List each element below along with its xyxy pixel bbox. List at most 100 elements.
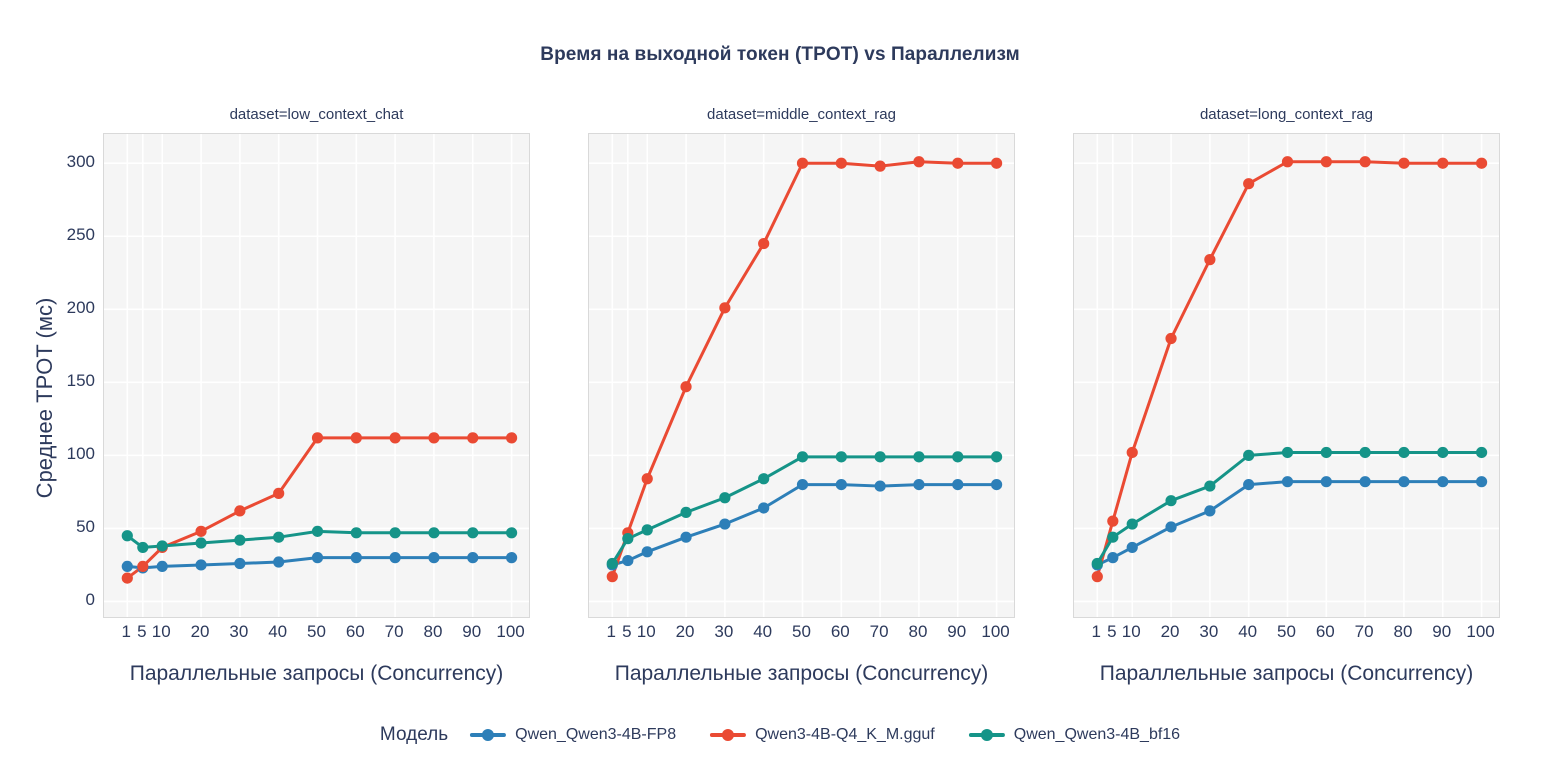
data-point	[1107, 515, 1119, 527]
x-tick-label: 60	[345, 622, 365, 641]
data-point	[913, 479, 925, 491]
x-tick-label: 100	[1466, 622, 1495, 641]
data-point	[273, 487, 285, 499]
chart-title: Время на выходной токен (TPOT) vs Паралл…	[540, 44, 1020, 65]
y-axis-tick-labels: 0 50 100 150 200 250 300	[23, 133, 95, 618]
plot-area	[103, 133, 530, 618]
x-tick-label: 20	[190, 622, 210, 641]
x-tick-label: 1	[121, 622, 132, 641]
data-point	[505, 552, 518, 564]
x-tick-label: 1	[606, 622, 617, 641]
x-tick-label: 5	[1107, 622, 1117, 641]
x-tick-label: 5	[137, 622, 147, 641]
y-tick-label: 200	[66, 298, 95, 318]
legend-entry[interactable]: Qwen_Qwen3-4B-FP8	[470, 726, 676, 744]
data-point	[1320, 446, 1332, 459]
data-point	[428, 527, 440, 539]
x-axis-label: Параллельные запросы (Concurrency)	[614, 662, 989, 685]
data-point	[311, 552, 324, 564]
x-tick-label: 10	[151, 622, 171, 641]
data-point	[680, 531, 692, 543]
legend-label: Qwen_Qwen3-4B_bf16	[1013, 726, 1181, 743]
facet-panel: dataset=low_context_chat	[103, 106, 530, 618]
data-point	[121, 572, 133, 584]
data-point	[606, 557, 618, 570]
data-point	[1281, 156, 1294, 168]
x-tick-label: 60	[1315, 622, 1335, 641]
data-point	[1359, 446, 1371, 459]
x-axis-label: Параллельные запросы (Concurrency)	[129, 662, 504, 685]
data-point	[195, 525, 207, 537]
data-point	[1437, 157, 1449, 169]
legend-entry[interactable]: Qwen3-4B-Q4_K_M.gguf	[710, 726, 935, 744]
x-tick-label: 90	[947, 622, 967, 641]
data-point	[234, 557, 246, 570]
x-tick-label: 5	[622, 622, 632, 641]
data-point	[1165, 521, 1177, 533]
data-point	[990, 157, 1003, 169]
data-point	[1107, 531, 1119, 543]
x-axis-tick-labels: 1 5 10 20 30 40 50 60 70 80 90 100	[1073, 622, 1500, 652]
x-tick-label: 50	[792, 622, 811, 641]
data-point	[1204, 254, 1216, 266]
data-point	[1243, 449, 1255, 461]
legend-label: Qwen3-4B-Q4_K_M.gguf	[755, 726, 935, 743]
x-tick-label: 70	[869, 622, 889, 641]
data-point	[796, 479, 809, 491]
plot-area	[1073, 133, 1500, 618]
data-point	[1398, 476, 1410, 488]
data-point	[796, 157, 809, 169]
data-point	[137, 560, 149, 573]
data-point	[121, 560, 133, 573]
legend-entry[interactable]: Qwen_Qwen3-4B_bf16	[968, 726, 1181, 744]
data-point	[350, 552, 362, 564]
y-tick-label: 300	[66, 152, 95, 172]
data-point	[311, 525, 324, 537]
data-point	[1437, 476, 1449, 488]
x-tick-label: 80	[423, 622, 443, 641]
data-point	[137, 541, 149, 554]
facet-panel: dataset=middle_context_rag	[588, 106, 1015, 618]
y-tick-label: 250	[66, 225, 95, 245]
legend-marker-icon	[710, 728, 747, 742]
legend-label: Qwen_Qwen3-4B-FP8	[515, 726, 677, 743]
x-tick-label: 40	[1238, 622, 1258, 641]
series-line	[1095, 480, 1484, 567]
data-point	[606, 571, 618, 583]
x-tick-label: 50	[307, 622, 326, 641]
data-point	[1475, 476, 1488, 488]
data-point	[467, 527, 479, 539]
legend-marker-icon	[968, 728, 1005, 742]
data-point	[1126, 541, 1138, 554]
plot-area	[588, 133, 1015, 618]
data-point	[1281, 476, 1294, 488]
data-point	[467, 432, 479, 444]
data-point	[835, 479, 847, 491]
data-point	[641, 473, 653, 485]
data-point	[874, 480, 886, 492]
data-point	[1091, 557, 1103, 570]
series-line	[610, 160, 999, 579]
data-point	[273, 531, 285, 543]
x-tick-label: 80	[1393, 622, 1413, 641]
data-point	[719, 518, 731, 530]
data-point	[195, 559, 207, 571]
data-point	[874, 451, 886, 463]
data-point	[758, 237, 770, 250]
x-tick-label: 70	[384, 622, 404, 641]
data-point	[273, 556, 285, 568]
data-point	[389, 552, 401, 564]
data-point	[1475, 446, 1488, 459]
y-tick-label: 150	[66, 371, 95, 391]
data-point	[952, 479, 964, 491]
data-point	[952, 157, 964, 169]
data-point	[195, 537, 207, 549]
x-tick-label: 50	[1277, 622, 1296, 641]
y-tick-label: 50	[76, 517, 95, 537]
data-point	[389, 527, 401, 539]
facet-panel: dataset=long_context_rag	[1073, 106, 1500, 618]
data-point	[758, 502, 770, 514]
x-tick-label: 60	[830, 622, 850, 641]
data-point	[234, 534, 246, 546]
